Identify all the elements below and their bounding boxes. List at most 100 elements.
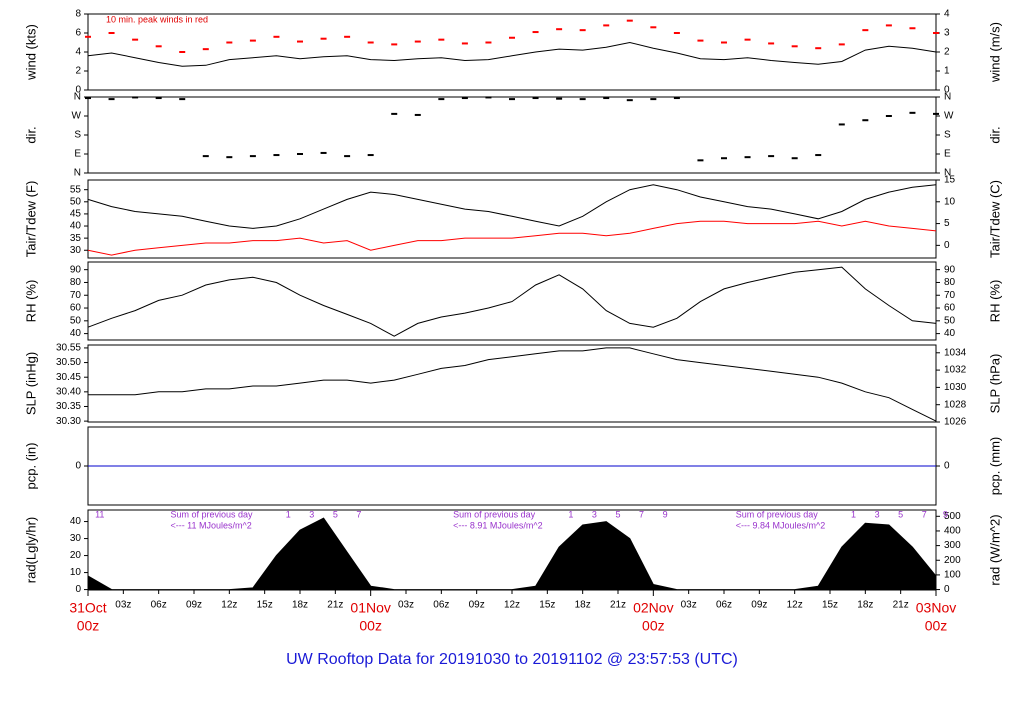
- hour-mark: 3: [592, 509, 597, 519]
- data-point: [579, 29, 586, 32]
- y-axis-label: RH (%): [23, 280, 38, 323]
- y2-axis-label: pcp. (mm): [987, 437, 1002, 496]
- data-point: [744, 156, 751, 159]
- y-tick-label: 30.50: [56, 357, 81, 368]
- data-point: [838, 43, 845, 46]
- data-point: [367, 154, 374, 157]
- data-point: [202, 48, 209, 51]
- data-point: [626, 19, 633, 22]
- y-tick-label: N: [74, 92, 81, 103]
- y-tick-label: 0: [75, 461, 81, 472]
- data-point: [273, 35, 280, 38]
- data-point: [815, 154, 822, 157]
- y-tick-label: 30: [70, 245, 82, 256]
- y-axis-label: SLP (inHg): [23, 352, 38, 415]
- y2-tick-label: S: [944, 130, 951, 141]
- data-point: [249, 155, 256, 158]
- x-tick-label: 06z: [433, 600, 449, 611]
- y-axis-label: Tair/Tdew (F): [23, 181, 38, 258]
- data-point: [485, 96, 492, 99]
- y-tick-label: 50: [70, 315, 82, 326]
- x-tick-label: 12z: [221, 600, 237, 611]
- data-point: [885, 24, 892, 27]
- data-point: [155, 45, 162, 48]
- data-line: [87, 266, 937, 337]
- hour-mark: 7: [639, 509, 644, 519]
- data-point: [461, 97, 468, 100]
- hour-mark: 9: [943, 509, 948, 519]
- data-point: [532, 97, 539, 100]
- x-tick-label: 06z: [151, 600, 167, 611]
- y2-axis-label: wind (m/s): [987, 22, 1002, 83]
- y-axis-label: wind (kts): [23, 24, 38, 81]
- y2-tick-label: 60: [944, 303, 956, 314]
- y-tick-label: 60: [70, 303, 82, 314]
- y2-tick-label: 15: [944, 175, 956, 186]
- x-tick-label: 03z: [681, 600, 697, 611]
- data-point: [108, 98, 115, 101]
- hour-mark: 9: [663, 509, 668, 519]
- data-point: [838, 123, 845, 126]
- note: Sum of previous day: [736, 509, 819, 519]
- data-point: [862, 119, 869, 122]
- data-point: [509, 98, 515, 101]
- data-point: [132, 38, 139, 41]
- x-day-label: 31Oct: [69, 600, 106, 616]
- y-tick-label: S: [74, 130, 81, 141]
- x-tick-label: 09z: [469, 600, 485, 611]
- page-title: UW Rooftop Data for 20191030 to 20191102…: [286, 651, 738, 668]
- data-point: [85, 35, 91, 38]
- x-major-tick-label: 00z: [925, 618, 948, 634]
- data-point: [862, 29, 869, 32]
- y2-axis-label: rad (W/m^2): [987, 514, 1002, 585]
- data-point: [461, 42, 468, 45]
- data-point: [85, 97, 91, 100]
- x-day-label: 03Nov: [916, 600, 956, 616]
- y-tick-label: 8: [75, 9, 81, 20]
- y-tick-label: 40: [70, 328, 82, 339]
- x-day-label: 02Nov: [633, 600, 673, 616]
- data-point: [414, 40, 421, 43]
- y-tick-label: 0: [75, 584, 81, 595]
- data-point: [721, 157, 727, 160]
- x-tick-label: 12z: [787, 600, 803, 611]
- y2-tick-label: N: [944, 92, 951, 103]
- x-tick-label: 21z: [327, 600, 343, 611]
- x-tick-label: 18z: [292, 600, 308, 611]
- x-major-tick-label: 00z: [77, 618, 100, 634]
- y-axis-label: rad(Lgly/hr): [23, 517, 38, 583]
- data-point: [108, 32, 115, 34]
- data-point: [391, 112, 398, 115]
- data-line: [87, 41, 937, 67]
- data-point: [815, 47, 822, 50]
- data-point: [697, 159, 704, 162]
- data-point: [721, 41, 727, 44]
- note: <--- 8.91 MJoules/m^2: [453, 520, 543, 530]
- y-tick-label: 55: [70, 184, 82, 195]
- x-tick-label: 15z: [822, 600, 838, 611]
- y2-tick-label: 0: [944, 85, 950, 96]
- y2-tick-label: 300: [944, 540, 961, 551]
- y2-tick-label: 5: [944, 218, 950, 229]
- data-point: [579, 98, 586, 101]
- y-tick-label: E: [74, 149, 81, 160]
- data-point: [933, 112, 939, 115]
- y2-tick-label: 1: [944, 66, 950, 77]
- data-line: [87, 184, 937, 229]
- data-point: [933, 32, 939, 34]
- data-point: [438, 38, 445, 41]
- y2-tick-label: 0: [944, 461, 950, 472]
- x-tick-label: 03z: [115, 600, 131, 611]
- x-tick-label: 18z: [857, 600, 873, 611]
- data-point: [744, 38, 751, 41]
- hour-mark: 3: [875, 509, 880, 519]
- y-tick-label: 30.30: [56, 416, 81, 427]
- y2-tick-label: 2: [944, 47, 950, 58]
- data-point: [603, 97, 610, 100]
- data-point: [438, 98, 445, 101]
- y2-tick-label: N: [944, 168, 951, 179]
- note: <--- 11 MJoules/m^2: [170, 520, 251, 530]
- data-point: [909, 111, 916, 114]
- data-point: [626, 99, 633, 102]
